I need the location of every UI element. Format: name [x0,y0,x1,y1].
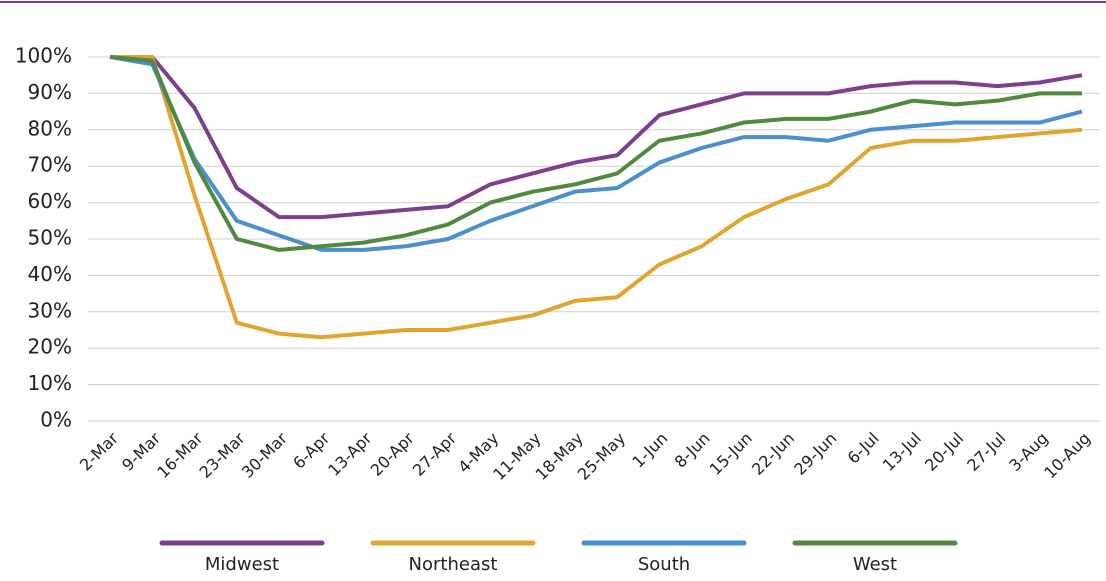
x-tick-label: 29-Jun [790,429,840,479]
x-tick-label: 23-Mar [196,428,250,482]
x-tick-label: 20-Jul [921,429,967,475]
y-tick-label: 80% [28,116,72,140]
x-tick-label: 16-Mar [153,428,207,482]
x-tick-label: 25-May [574,429,629,484]
legend-label: Midwest [205,554,279,575]
y-tick-label: 90% [28,80,72,104]
legend-label: South [638,554,690,575]
y-tick-label: 100% [15,44,72,68]
data-line [109,55,1083,252]
y-tick-label: 0% [40,408,72,432]
y-tick-label: 70% [28,153,72,177]
y-tick-label: 10% [28,371,72,395]
x-tick-label: 30-Mar [238,428,292,482]
x-tick-label: 13-Jul [879,429,925,475]
data-line [110,55,1083,220]
y-tick-label: 50% [28,226,72,250]
y-tick-label: 40% [28,262,72,286]
x-tick-label: 27-Jul [963,429,1009,475]
x-tick-label: 20-Apr [367,428,419,480]
y-tick-label: 60% [28,189,72,213]
data-line [109,55,1082,252]
x-tick-label: 2-Mar [76,428,122,474]
x-tick-label: 10-Aug [1040,429,1094,483]
x-tick-label: 22-Jun [748,429,798,479]
data-line [110,55,1083,340]
y-tick-label: 20% [28,335,72,359]
legend-label: Northeast [409,554,498,575]
x-tick-label: 15-Jun [706,429,756,479]
x-tick-label: 6-Jul [844,429,883,468]
x-tick-label: 13-Apr [324,428,376,480]
y-tick-label: 30% [28,298,72,322]
legend-label: West [853,554,897,575]
x-tick-label: 27-Apr [409,428,461,480]
x-tick-label: 1-Jun [628,429,671,472]
